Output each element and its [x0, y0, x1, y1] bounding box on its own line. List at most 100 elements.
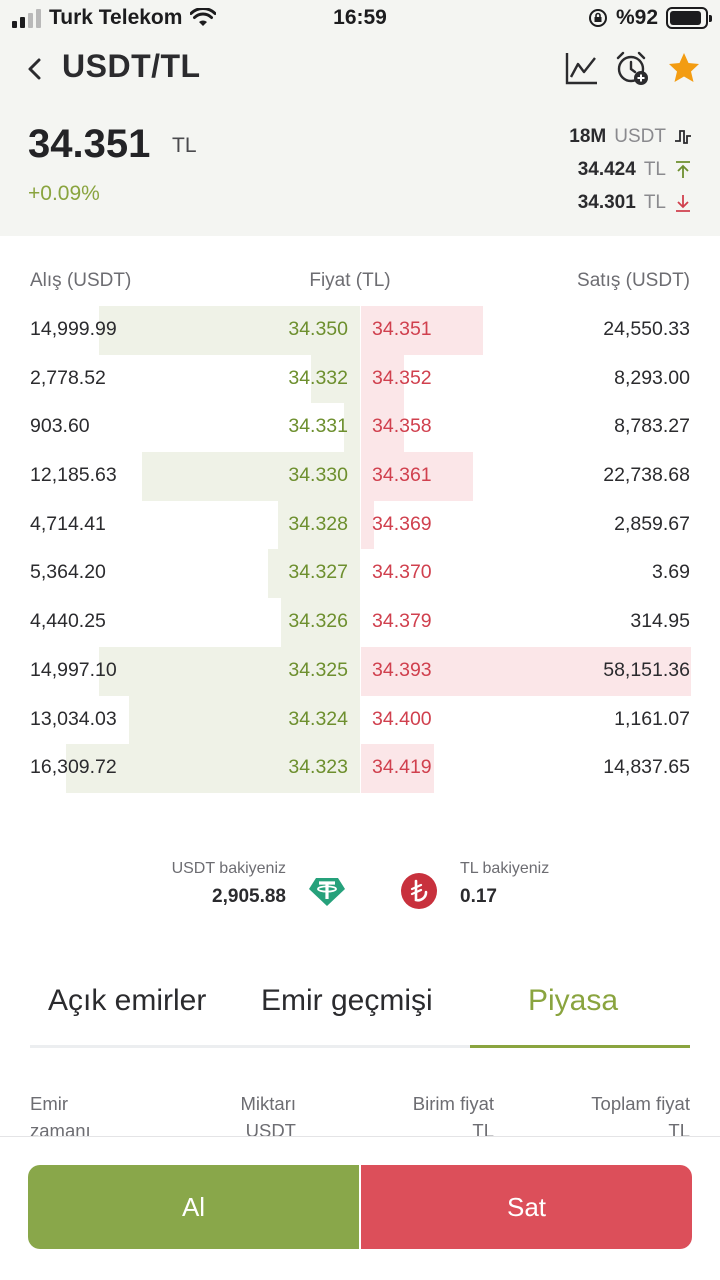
volume-icon: [675, 129, 691, 144]
ask-depth-bar: [361, 500, 375, 550]
trade-columns: Emir zamanı Miktarı USDT Birim fiyat TL …: [0, 1090, 720, 1136]
ask-price: 34.379: [372, 610, 432, 633]
last-price: 34.351: [28, 122, 151, 166]
orderbook-headers: Alış (USDT) Fiyat (TL) Satış (USDT): [0, 270, 720, 300]
bid-quantity: 4,714.41: [30, 512, 106, 535]
high-row: 34.424 TL: [569, 153, 692, 186]
orderbook-row[interactable]: 12,185.63 34.330 34.361 22,738.68: [0, 452, 720, 501]
bid-quantity: 4,440.25: [30, 610, 106, 633]
page-title: USDT/TL: [62, 48, 201, 84]
divider: [0, 1136, 720, 1137]
ask-price: 34.361: [372, 464, 432, 487]
market-stats: 18M USDT 34.424 TL 34.301 TL: [569, 120, 692, 219]
high-value: 34.424: [577, 158, 636, 180]
price-header: Fiyat (TL): [309, 270, 391, 291]
usdt-balance-value: 2,905.88: [212, 886, 286, 907]
ask-depth-bar: [361, 744, 434, 793]
high-unit: TL: [643, 158, 666, 180]
orderbook-row[interactable]: 14,997.10 34.325 34.393 58,151.36: [0, 646, 720, 696]
tab-market[interactable]: Piyasa: [528, 984, 619, 1017]
battery-icon: [666, 7, 712, 29]
col-sublabel: zamanı: [30, 1120, 91, 1136]
tab-order-history[interactable]: Emir geçmişi: [261, 984, 433, 1017]
order-tabs: Açık emirler Emir geçmişi Piyasa: [30, 980, 690, 1048]
bid-quantity: 5,364.20: [30, 561, 106, 584]
ask-price: 34.352: [372, 366, 432, 389]
bid-price: 34.332: [288, 366, 348, 389]
wifi-icon: [190, 8, 217, 26]
bid-depth-bar: [310, 354, 360, 404]
bid-quantity: 903.60: [30, 415, 90, 438]
ask-depth-bar: [361, 452, 474, 501]
low-value: 34.301: [577, 191, 636, 213]
star-icon[interactable]: [666, 50, 702, 86]
orderbook: 14,999.99 34.350 34.351 24,550.33 2,778.…: [0, 306, 720, 793]
ask-header: Satış (USDT): [577, 270, 690, 291]
ask-price: 34.393: [372, 658, 432, 681]
active-tab-indicator: [470, 1045, 690, 1048]
orderbook-row[interactable]: 4,440.25 34.326 34.379 314.95: [0, 598, 720, 647]
bid-depth-bar: [280, 598, 360, 647]
last-price-unit: TL: [172, 134, 197, 157]
col-sublabel: USDT: [245, 1120, 296, 1136]
arrow-up-icon: [676, 160, 690, 178]
tl-balance-label: TL bakiyeniz: [460, 860, 550, 877]
bid-quantity: 2,778.52: [30, 366, 106, 389]
bid-price: 34.331: [288, 415, 348, 438]
volume-unit: USDT: [614, 125, 666, 147]
usdt-balance-label: USDT bakiyeniz: [171, 860, 286, 877]
bid-depth-bar: [142, 452, 360, 501]
orderbook-row[interactable]: 16,309.72 34.323 34.419 14,837.65: [0, 744, 720, 793]
status-bar: Turk Telekom 16:59 %92: [0, 0, 720, 38]
bid-price: 34.330: [288, 464, 348, 487]
orderbook-row[interactable]: 4,714.41 34.328 34.369 2,859.67: [0, 500, 720, 550]
tether-icon: [309, 878, 345, 906]
bid-quantity: 16,309.72: [30, 756, 117, 779]
volume-row: 18M USDT: [569, 120, 692, 153]
sell-button[interactable]: Sat: [361, 1165, 692, 1249]
battery-percent: %92: [615, 6, 658, 29]
ask-quantity: 22,738.68: [603, 464, 690, 487]
arrow-down-icon: [676, 194, 690, 212]
ask-price: 34.351: [372, 318, 432, 340]
ask-price: 34.400: [372, 707, 432, 730]
ask-quantity: 8,293.00: [614, 366, 690, 389]
orderbook-row[interactable]: 14,999.99 34.350 34.351 24,550.33: [0, 306, 720, 355]
bid-price: 34.324: [288, 707, 348, 730]
add-alarm-icon[interactable]: [614, 50, 650, 86]
bid-price: 34.326: [288, 610, 348, 633]
ask-depth-bar: [361, 306, 484, 355]
tab-open-orders[interactable]: Açık emirler: [48, 984, 207, 1017]
status-time: 16:59: [333, 6, 387, 29]
tl-balance-value: 0.17: [460, 886, 497, 907]
bid-depth-bar: [99, 306, 360, 355]
back-arrow-icon[interactable]: [20, 52, 50, 86]
ask-quantity: 314.95: [630, 610, 690, 633]
bid-price: 34.325: [288, 658, 348, 681]
usdt-balance: USDT bakiyeniz 2,905.88: [152, 860, 286, 908]
col-label: Miktarı: [240, 1093, 297, 1114]
ask-depth-bar: [361, 354, 404, 404]
buy-button[interactable]: Al: [28, 1165, 361, 1249]
orderbook-row[interactable]: 5,364.20 34.327 34.370 3.69: [0, 549, 720, 599]
chart-icon[interactable]: [564, 50, 600, 86]
orderbook-row[interactable]: 903.60 34.331 34.358 8,783.27: [0, 403, 720, 453]
action-bar: Al Sat: [28, 1165, 692, 1249]
bid-header: Alış (USDT): [30, 270, 132, 291]
bid-quantity: 12,185.63: [30, 464, 117, 487]
ask-quantity: 24,550.33: [603, 318, 690, 340]
bid-depth-bar: [129, 695, 360, 745]
lira-icon: [401, 873, 437, 909]
orderbook-row[interactable]: 2,778.52 34.332 34.352 8,293.00: [0, 354, 720, 404]
ask-price: 34.370: [372, 561, 432, 584]
top-panel: [0, 0, 720, 236]
bid-price: 34.328: [288, 512, 348, 535]
volume-value: 18M: [569, 125, 607, 147]
orderbook-row[interactable]: 13,034.03 34.324 34.400 1,161.07: [0, 695, 720, 745]
bid-depth-bar: [267, 549, 360, 599]
bid-quantity: 14,997.10: [30, 658, 117, 681]
bid-depth-bar: [99, 646, 360, 696]
ask-quantity: 58,151.36: [603, 658, 690, 681]
bid-price: 34.323: [288, 756, 348, 779]
ask-quantity: 1,161.07: [614, 707, 690, 730]
